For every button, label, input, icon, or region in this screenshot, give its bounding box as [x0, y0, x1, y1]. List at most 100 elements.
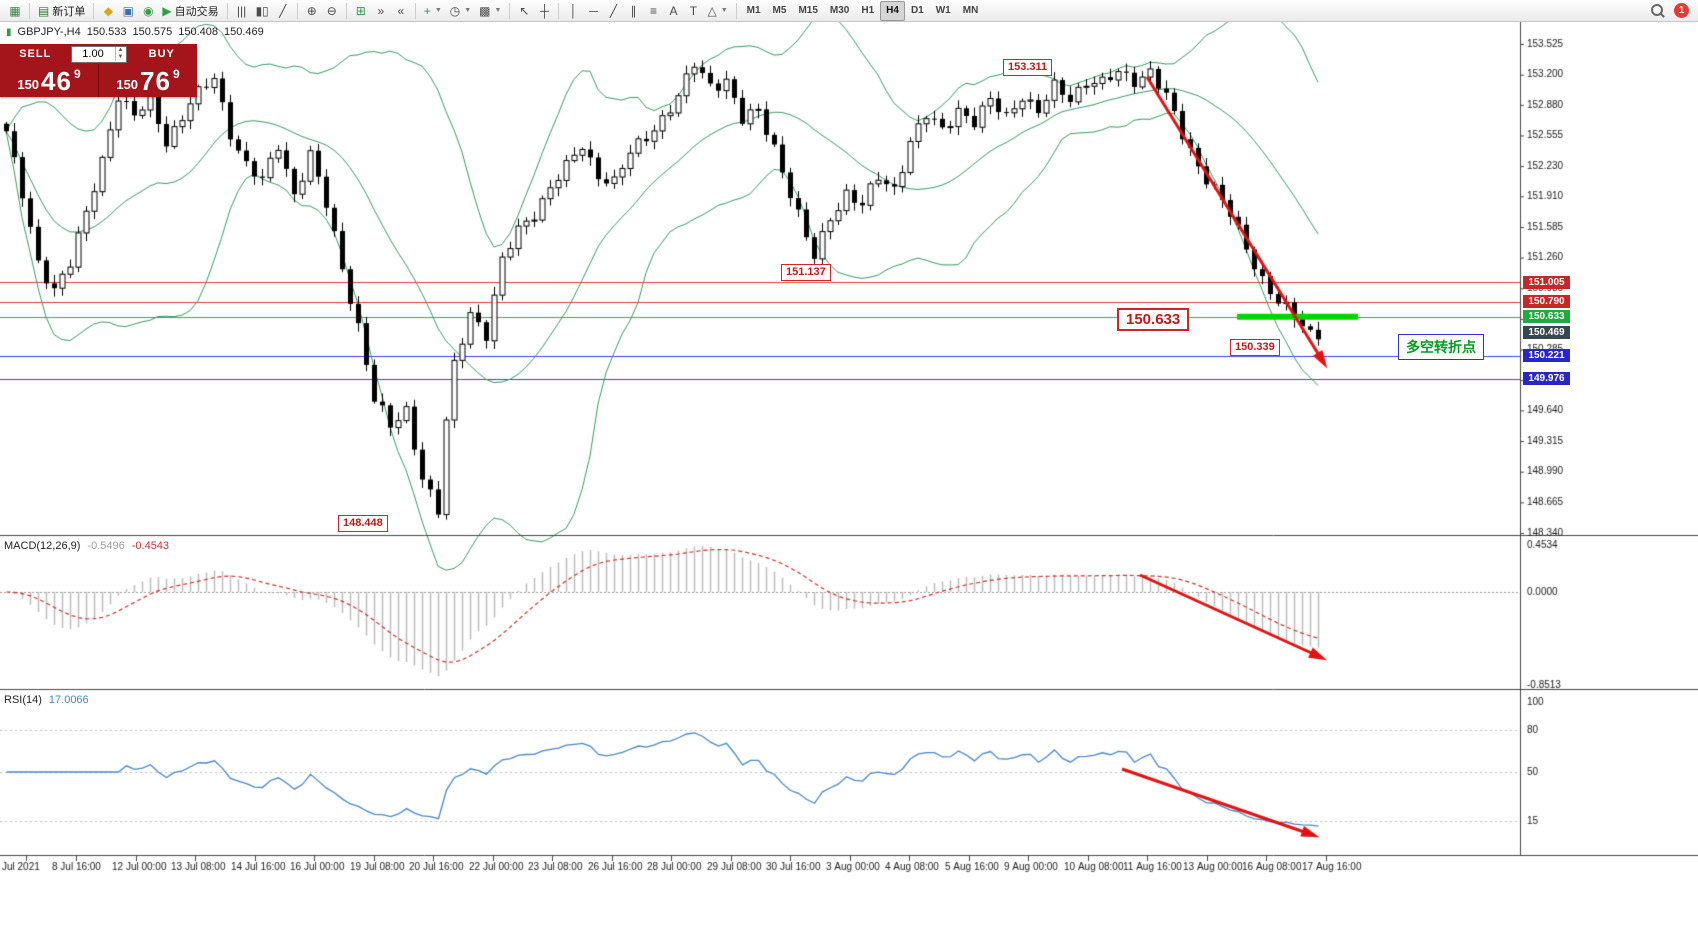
zoom-in-button[interactable]: ⊕ [302, 1, 322, 21]
text-button[interactable]: A [663, 1, 683, 21]
bars-chart-type-button[interactable]: ||| [232, 1, 252, 21]
chart-shift-icon: « [397, 3, 405, 18]
timeframe-button-d1[interactable]: D1 [910, 5, 924, 16]
timeframe-button-h1[interactable]: H1 [861, 5, 875, 16]
buy-button[interactable]: 150 76 9 [99, 64, 197, 97]
indicators-dropdown-icon: ▼ [434, 7, 442, 14]
fibonacci-button[interactable]: ≡ [643, 1, 663, 21]
crosshair-icon: ┼ [540, 3, 549, 18]
templates-button[interactable]: ▩ ▼ [475, 1, 505, 21]
toolbar-separator [558, 2, 560, 19]
new-chart-icon: ▦ [9, 3, 21, 18]
new-order-button[interactable]: ▤ 新订单 [34, 1, 89, 21]
trendline-icon: ╱ [609, 3, 618, 18]
indicators-button[interactable]: + ▼ [420, 1, 446, 21]
indicators-icon: + [423, 3, 431, 18]
rsi-label: RSI(14) 17.0066 [4, 694, 89, 706]
periods-icon: ◷ [449, 3, 461, 18]
vertical-line-button[interactable]: │ [563, 1, 583, 21]
auto-trading-button[interactable]: ▶ 自动交易 [158, 1, 222, 21]
toolbar-right-group: 1 [1651, 3, 1693, 18]
horizontal-line-icon: ─ [589, 3, 598, 18]
text-icon: A [669, 3, 678, 18]
macd-signal-value: -0.4543 [131, 540, 170, 552]
auto-scroll-icon: » [377, 3, 385, 18]
auto-trading-button-label: 自动交易 [174, 5, 219, 18]
timeframe-button-m30[interactable]: M30 [829, 5, 850, 16]
macd-name: MACD(12,26,9) [4, 540, 81, 552]
bar-high: 150.575 [132, 26, 173, 38]
toolbar-separator [414, 2, 416, 19]
candles-chart-type-button[interactable]: ▮▯ [252, 1, 273, 21]
sell-price-big: 46 [41, 65, 72, 96]
periods-dropdown-icon: ▼ [464, 7, 472, 14]
symbol-name: GBPJPY-,H4 [17, 26, 81, 38]
market-watch-button[interactable]: ▣ [118, 1, 138, 21]
sell-label: SELL [19, 48, 52, 60]
buy-price-prefix: 150 [116, 76, 139, 92]
one-click-trading-panel: SELL 1.00 ▲ ▼ BUY 150 46 9 150 76 9 [0, 44, 197, 97]
new-chart-button[interactable]: ▦ [5, 1, 25, 21]
vertical-line-icon: │ [569, 3, 578, 18]
zoom-out-button[interactable]: ⊖ [322, 1, 342, 21]
toolbar-separator [296, 2, 298, 19]
timeframe-button-mn[interactable]: MN [962, 5, 979, 16]
bar-low: 150.408 [178, 26, 218, 38]
zoom-in-icon: ⊕ [306, 3, 317, 18]
notification-badge[interactable]: 1 [1674, 3, 1689, 18]
shapes-button[interactable]: △ ▼ [703, 1, 731, 21]
toolbar-separator [735, 2, 737, 19]
periods-button[interactable]: ◷ ▼ [446, 1, 475, 21]
sell-price-prefix: 150 [17, 76, 40, 92]
rsi-value: 17.0066 [48, 694, 89, 706]
cursor-icon: ↖ [519, 3, 530, 18]
channel-button[interactable]: ∥ [623, 1, 643, 21]
price-chart-canvas[interactable] [0, 22, 1698, 948]
timeframe-button-m15[interactable]: M15 [798, 5, 818, 16]
text-label-button[interactable]: T [683, 1, 703, 21]
timeframe-button-h4[interactable]: H4 [880, 0, 905, 21]
volume-input[interactable]: 1.00 ▲ ▼ [70, 45, 127, 63]
search-icon[interactable] [1651, 3, 1665, 18]
zoom-out-icon: ⊖ [326, 3, 337, 18]
bars-chart-type-icon: ||| [236, 3, 247, 18]
macd-value: -0.5496 [87, 540, 125, 552]
timeframe-button-m5[interactable]: M5 [772, 5, 787, 16]
volume-value: 1.00 [82, 48, 104, 60]
sell-button[interactable]: 150 46 9 [0, 64, 99, 97]
toolbar-separator [509, 2, 511, 19]
metaeditor-button[interactable]: ◆ [98, 1, 118, 21]
tile-windows-icon: ⊞ [355, 3, 366, 18]
auto-scroll-button[interactable]: » [371, 1, 391, 21]
toolbar-separator [93, 2, 95, 19]
new-order-icon: ▤ [38, 3, 50, 18]
trendline-button[interactable]: ╱ [603, 1, 623, 21]
fibonacci-icon: ≡ [649, 3, 657, 18]
volume-decrease-button[interactable]: ▼ [117, 54, 124, 60]
buy-price-pip: 9 [172, 67, 180, 81]
chart-area: ▮ GBPJPY-,H4 150.533 150.575 150.408 150… [0, 22, 1698, 948]
cursor-button[interactable]: ↖ [514, 1, 534, 21]
timeframe-button-m1[interactable]: M1 [746, 5, 761, 16]
shapes-icon: △ [707, 3, 717, 18]
data-window-button[interactable]: ◉ [138, 1, 158, 21]
crosshair-button[interactable]: ┼ [534, 1, 554, 21]
candles-chart-type-icon: ▮▯ [255, 3, 269, 18]
templates-icon: ▩ [479, 3, 491, 18]
main-toolbar: ▦ ▤ 新订单 ◆ ▣ ◉ ▶ 自动交易 ||| ▮▯ ╱ ⊕ ⊖ ⊞» «+ ▼ ◷ ▼ ▩ ▼ ↖ ┼ │ ─ ╱ ∥ ≡ A T △… [0, 0, 1698, 22]
buy-price-big: 76 [140, 65, 171, 96]
channel-icon: ∥ [630, 3, 637, 18]
bar-open: 150.533 [86, 26, 127, 38]
bar-close: 150.469 [224, 26, 264, 38]
tile-windows-button[interactable]: ⊞ [351, 1, 371, 21]
timeframe-button-w1[interactable]: W1 [935, 5, 951, 16]
horizontal-line-button[interactable]: ─ [583, 1, 603, 21]
candlestick-icon: ▮ [6, 26, 12, 38]
trade-panel-prices: 150 46 9 150 76 9 [0, 64, 197, 97]
volume-spinner: ▲ ▼ [114, 47, 126, 61]
templates-dropdown-icon: ▼ [494, 7, 502, 14]
chart-shift-button[interactable]: « [391, 1, 411, 21]
volume-increase-button[interactable]: ▲ [117, 47, 124, 53]
new-order-button-label: 新订单 [52, 5, 86, 18]
line-chart-type-button[interactable]: ╱ [273, 1, 293, 21]
